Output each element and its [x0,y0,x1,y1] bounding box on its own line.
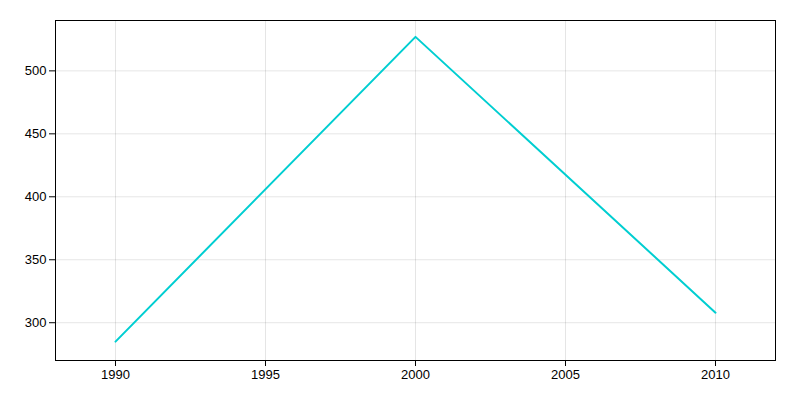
svg-text:400: 400 [25,189,47,204]
svg-text:500: 500 [25,63,47,78]
svg-text:2000: 2000 [401,367,430,382]
svg-text:350: 350 [25,252,47,267]
svg-text:450: 450 [25,126,47,141]
svg-text:2005: 2005 [551,367,580,382]
svg-text:1995: 1995 [251,367,280,382]
svg-text:2010: 2010 [701,367,730,382]
svg-text:1990: 1990 [101,367,130,382]
svg-text:300: 300 [25,315,47,330]
